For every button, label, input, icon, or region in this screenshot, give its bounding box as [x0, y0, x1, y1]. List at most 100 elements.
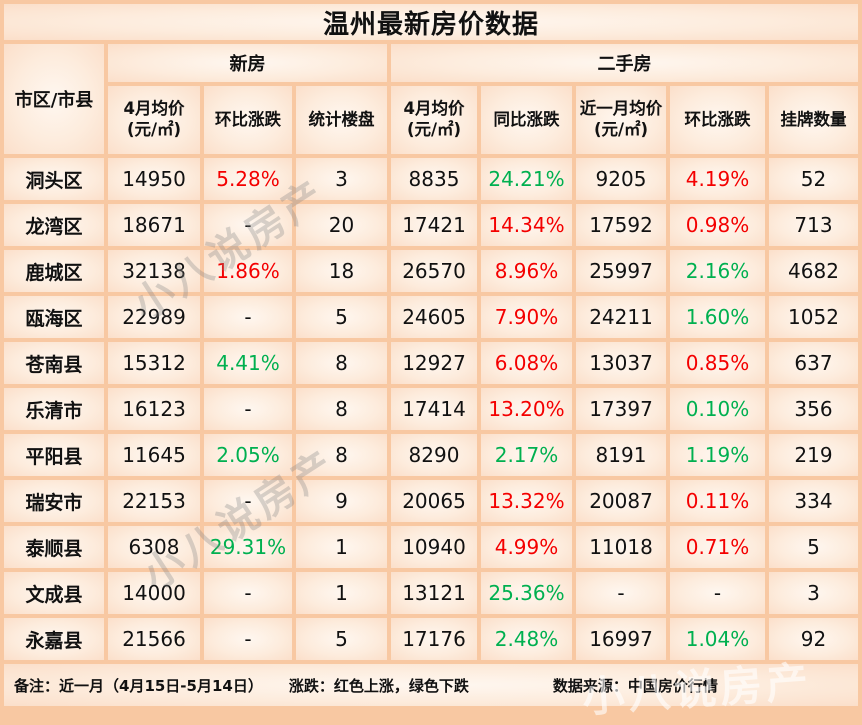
district-cell: 永嘉县 — [4, 618, 104, 660]
value-cell: 2.05% — [204, 434, 292, 476]
value-cell: 14950 — [108, 158, 200, 200]
value-cell: 17176 — [391, 618, 477, 660]
value-cell: 4.41% — [204, 342, 292, 384]
value-cell: 29.31% — [204, 526, 292, 568]
header-new-mom-change: 环比涨跌 — [204, 86, 292, 154]
value-cell: 18 — [296, 250, 387, 292]
value-cell: - — [204, 388, 292, 430]
district-cell: 洞头区 — [4, 158, 104, 200]
value-cell: 0.10% — [670, 388, 765, 430]
value-cell: 6.08% — [481, 342, 572, 384]
header-used-listings: 挂牌数量 — [769, 86, 858, 154]
district-cell: 苍南县 — [4, 342, 104, 384]
value-cell: 9 — [296, 480, 387, 522]
value-cell: - — [576, 572, 666, 614]
footer-legend: 涨跌：红色上涨，绿色下跌 — [288, 676, 469, 695]
value-cell: 32138 — [108, 250, 200, 292]
value-cell: - — [204, 296, 292, 338]
value-cell: 8835 — [391, 158, 477, 200]
value-cell: 13037 — [576, 342, 666, 384]
value-cell: 8 — [296, 388, 387, 430]
value-cell: 17592 — [576, 204, 666, 246]
value-cell: 9205 — [576, 158, 666, 200]
value-cell: - — [204, 204, 292, 246]
footer-source: 数据来源：中国房价行情 — [552, 676, 718, 695]
value-cell: 334 — [769, 480, 858, 522]
district-cell: 乐清市 — [4, 388, 104, 430]
value-cell: 8290 — [391, 434, 477, 476]
value-cell: 21566 — [108, 618, 200, 660]
value-cell: 2.48% — [481, 618, 572, 660]
value-cell: 5 — [296, 296, 387, 338]
footer-note: 备注：近一月（4月15日-5月14日） — [14, 676, 263, 695]
price-table: 温州最新房价数据 市区/市县 新房 二手房 4月均价 (元/㎡) 环比涨跌 统计… — [4, 4, 858, 706]
value-cell: 637 — [769, 342, 858, 384]
header-group-used-house: 二手房 — [391, 44, 858, 82]
value-cell: 12927 — [391, 342, 477, 384]
header-used-month-price: 近一月均价(元/㎡) — [576, 86, 666, 154]
value-cell: 52 — [769, 158, 858, 200]
value-cell: 1 — [296, 526, 387, 568]
header-used-yoy-change: 同比涨跌 — [481, 86, 572, 154]
value-cell: 17397 — [576, 388, 666, 430]
value-cell: 22153 — [108, 480, 200, 522]
value-cell: 0.85% — [670, 342, 765, 384]
value-cell: 16997 — [576, 618, 666, 660]
value-cell: 2.16% — [670, 250, 765, 292]
value-cell: 11645 — [108, 434, 200, 476]
value-cell: 10940 — [391, 526, 477, 568]
header-district: 市区/市县 — [4, 44, 104, 154]
page-title: 温州最新房价数据 — [4, 4, 858, 40]
value-cell: 8.96% — [481, 250, 572, 292]
value-cell: 25.36% — [481, 572, 572, 614]
value-cell: - — [204, 572, 292, 614]
district-cell: 泰顺县 — [4, 526, 104, 568]
value-cell: 24211 — [576, 296, 666, 338]
value-cell: 7.90% — [481, 296, 572, 338]
header-used-mom-change: 环比涨跌 — [670, 86, 765, 154]
value-cell: 8 — [296, 434, 387, 476]
value-cell: 13121 — [391, 572, 477, 614]
value-cell: 4.99% — [481, 526, 572, 568]
value-cell: 11018 — [576, 526, 666, 568]
value-cell: 15312 — [108, 342, 200, 384]
value-cell: 4.19% — [670, 158, 765, 200]
district-cell: 龙湾区 — [4, 204, 104, 246]
value-cell: 17414 — [391, 388, 477, 430]
value-cell: 3 — [296, 158, 387, 200]
value-cell: 92 — [769, 618, 858, 660]
value-cell: 1.04% — [670, 618, 765, 660]
district-cell: 平阳县 — [4, 434, 104, 476]
value-cell: 5 — [296, 618, 387, 660]
value-cell: 1.86% — [204, 250, 292, 292]
district-cell: 文成县 — [4, 572, 104, 614]
value-cell: 713 — [769, 204, 858, 246]
value-cell: - — [204, 618, 292, 660]
value-cell: 8 — [296, 342, 387, 384]
value-cell: 2.17% — [481, 434, 572, 476]
value-cell: 8191 — [576, 434, 666, 476]
value-cell: 20 — [296, 204, 387, 246]
value-cell: 0.71% — [670, 526, 765, 568]
value-cell: 3 — [769, 572, 858, 614]
value-cell: 0.98% — [670, 204, 765, 246]
value-cell: 18671 — [108, 204, 200, 246]
value-cell: 17421 — [391, 204, 477, 246]
value-cell: 13.32% — [481, 480, 572, 522]
value-cell: 22989 — [108, 296, 200, 338]
header-group-new-house: 新房 — [108, 44, 387, 82]
header-used-april-price: 4月均价 (元/㎡) — [391, 86, 477, 154]
value-cell: 5.28% — [204, 158, 292, 200]
value-cell: 24605 — [391, 296, 477, 338]
district-cell: 瑞安市 — [4, 480, 104, 522]
value-cell: 356 — [769, 388, 858, 430]
value-cell: 26570 — [391, 250, 477, 292]
value-cell: 1052 — [769, 296, 858, 338]
value-cell: 14000 — [108, 572, 200, 614]
value-cell: 0.11% — [670, 480, 765, 522]
district-cell: 瓯海区 — [4, 296, 104, 338]
value-cell: 5 — [769, 526, 858, 568]
value-cell: 1.19% — [670, 434, 765, 476]
value-cell: 13.20% — [481, 388, 572, 430]
value-cell: 16123 — [108, 388, 200, 430]
